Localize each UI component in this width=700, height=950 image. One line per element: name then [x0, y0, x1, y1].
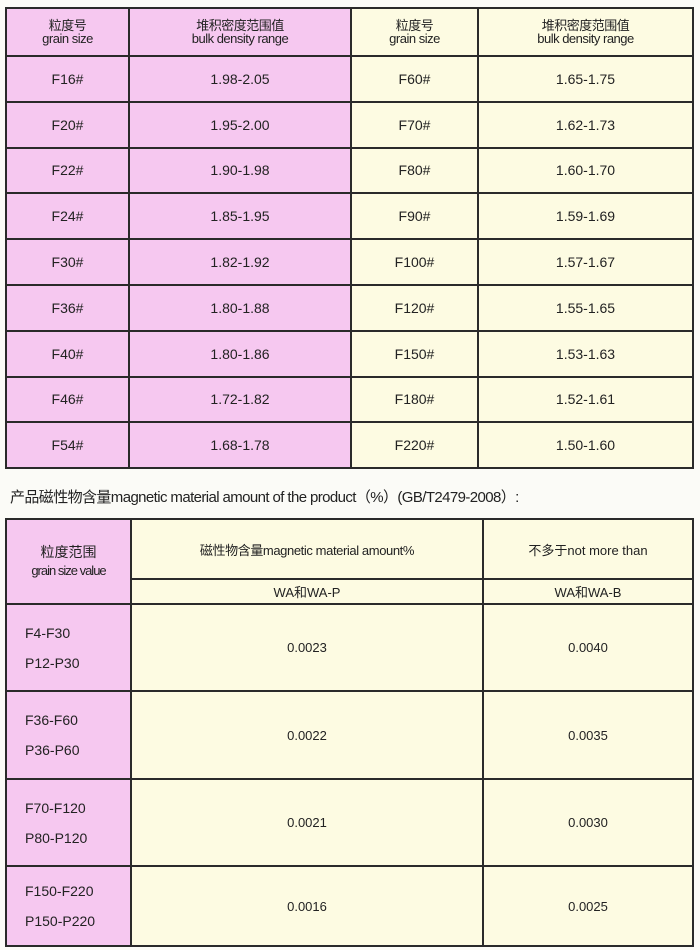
wa-b-header: WA和WA-B — [482, 578, 694, 605]
header-en: grain size — [389, 31, 440, 46]
density-cell: 1.52-1.61 — [477, 375, 694, 424]
amount-cell: 0.0030 — [482, 778, 694, 867]
f-range: F70-F120 — [25, 799, 86, 816]
subheader-row: WA和WA-P WA和WA-B — [6, 578, 694, 605]
grain-cell: F54# — [5, 421, 130, 470]
grain-range-cell: F36-F60 P36-P60 — [5, 690, 132, 780]
grain-cell: F36# — [5, 283, 130, 332]
grain-cell: F70# — [350, 100, 479, 149]
p-range: P36-P60 — [25, 742, 80, 758]
magnetic-table: 粒度范围 grain size value 磁性物含量magnetic mater… — [5, 518, 694, 947]
density-cell: 1.98-2.05 — [128, 55, 352, 103]
amount-cell: 0.0021 — [130, 778, 484, 867]
grain-range-header: 粒度范围 grain size value — [5, 518, 132, 605]
amount-cell: 0.0023 — [130, 603, 484, 692]
table-row: F36-F60 P36-P60 0.0022 0.0035 — [5, 690, 694, 780]
grain-cell: F80# — [350, 146, 479, 195]
density-cell: 1.55-1.65 — [477, 283, 694, 332]
table-row: F30# 1.82-1.92 F100# 1.57-1.67 — [5, 238, 694, 286]
grain-range-cell: F70-F120 P80-P120 — [5, 778, 132, 867]
table-row: F70-F120 P80-P120 0.0021 0.0030 — [5, 778, 694, 867]
bulk-density-table: 粒度号 grain size 堆积密度范围值 bulk density range … — [5, 7, 694, 470]
wa-p-header: WA和WA-P — [130, 578, 484, 605]
grain-cell: F16# — [5, 55, 130, 103]
table-row: F54# 1.68-1.78 F220# 1.50-1.60 — [5, 421, 694, 470]
header-en: bulk density range — [537, 31, 634, 46]
density-cell: 1.53-1.63 — [477, 329, 694, 378]
table-row: F150-F220 P150-P220 0.0016 0.0025 — [5, 865, 694, 947]
density-header: 堆积密度范围值 bulk density range — [477, 7, 694, 57]
amount-cell: 0.0025 — [482, 865, 694, 947]
grain-cell: F20# — [5, 100, 130, 149]
density-cell: 1.62-1.73 — [477, 100, 694, 149]
grain-cell: F30# — [5, 238, 130, 286]
table-row: F46# 1.72-1.82 F180# 1.52-1.61 — [5, 375, 694, 424]
table-row: F16# 1.98-2.05 F60# 1.65-1.75 — [5, 55, 694, 103]
grain-cell: F220# — [350, 421, 479, 470]
grain-cell: F46# — [5, 375, 130, 424]
limit-header: 不多于not more than — [482, 518, 694, 580]
table-row: F4-F30 P12-P30 0.0023 0.0040 — [5, 603, 694, 692]
amount-cell: 0.0040 — [482, 603, 694, 692]
header-en: grain size value — [31, 563, 106, 578]
grain-size-header: 粒度号 grain size — [5, 7, 130, 57]
magnetic-section-title: 产品磁性物含量magnetic material amount of the p… — [10, 489, 519, 506]
header-cn: 粒度号 — [395, 18, 434, 33]
grain-cell: F24# — [5, 192, 130, 241]
grain-cell: F180# — [350, 375, 479, 424]
p-range: P12-P30 — [25, 654, 80, 671]
header-cn: 堆积密度范围值 — [541, 18, 630, 33]
p-range: P80-P120 — [25, 829, 88, 846]
density-cell: 1.50-1.60 — [477, 421, 694, 470]
density-cell: 1.80-1.86 — [128, 329, 352, 378]
density-cell: 1.57-1.67 — [477, 238, 694, 286]
table-row: F36# 1.80-1.88 F120# 1.55-1.65 — [5, 283, 694, 332]
table-row: F40# 1.80-1.86 F150# 1.53-1.63 — [5, 329, 694, 378]
grain-cell: F120# — [350, 283, 479, 332]
grain-cell: F150# — [350, 329, 479, 378]
density-cell: 1.60-1.70 — [477, 146, 694, 195]
amount-header: 磁性物含量magnetic material amount% — [130, 518, 484, 580]
header-row: 粒度号 grain size 堆积密度范围值 bulk density range … — [5, 7, 694, 57]
header-en: grain size — [42, 31, 93, 46]
f-range: F36-F60 — [25, 712, 78, 728]
grain-range-cell: F4-F30 P12-P30 — [5, 603, 132, 692]
header-cn: 粒度号 — [48, 18, 87, 33]
grain-cell: F90# — [350, 192, 479, 241]
density-cell: 1.85-1.95 — [128, 192, 352, 241]
f-range: F150-F220 — [25, 883, 94, 899]
density-header: 堆积密度范围值 bulk density range — [128, 7, 352, 57]
density-cell: 1.80-1.88 — [128, 283, 352, 332]
density-cell: 1.95-2.00 — [128, 100, 352, 149]
density-cell: 1.59-1.69 — [477, 192, 694, 241]
header-cn: 堆积密度范围值 — [196, 18, 284, 33]
table-row: F24# 1.85-1.95 F90# 1.59-1.69 — [5, 192, 694, 241]
header-en: bulk density range — [191, 31, 289, 46]
f-range: F4-F30 — [25, 624, 71, 641]
grain-cell: F60# — [350, 55, 479, 103]
amount-cell: 0.0035 — [482, 690, 694, 780]
density-cell: 1.82-1.92 — [128, 238, 352, 286]
amount-cell: 0.0022 — [130, 690, 484, 780]
p-range: P150-P220 — [25, 913, 96, 929]
grain-cell: F40# — [5, 329, 130, 378]
header-row: 粒度范围 grain size value 磁性物含量magnetic mater… — [5, 518, 694, 605]
table-row: F22# 1.90-1.98 F80# 1.60-1.70 — [5, 146, 694, 195]
grain-cell: F100# — [350, 238, 479, 286]
grain-size-header: 粒度号 grain size — [350, 7, 479, 57]
header-cn: 粒度范围 — [40, 544, 97, 560]
density-cell: 1.65-1.75 — [477, 55, 694, 103]
amount-cell: 0.0016 — [130, 865, 484, 947]
density-cell: 1.72-1.82 — [128, 375, 352, 424]
grain-range-cell: F150-F220 P150-P220 — [5, 865, 132, 947]
grain-cell: F22# — [5, 146, 130, 195]
density-cell: 1.90-1.98 — [128, 146, 352, 195]
density-cell: 1.68-1.78 — [128, 421, 352, 470]
table-row: F20# 1.95-2.00 F70# 1.62-1.73 — [5, 100, 694, 149]
